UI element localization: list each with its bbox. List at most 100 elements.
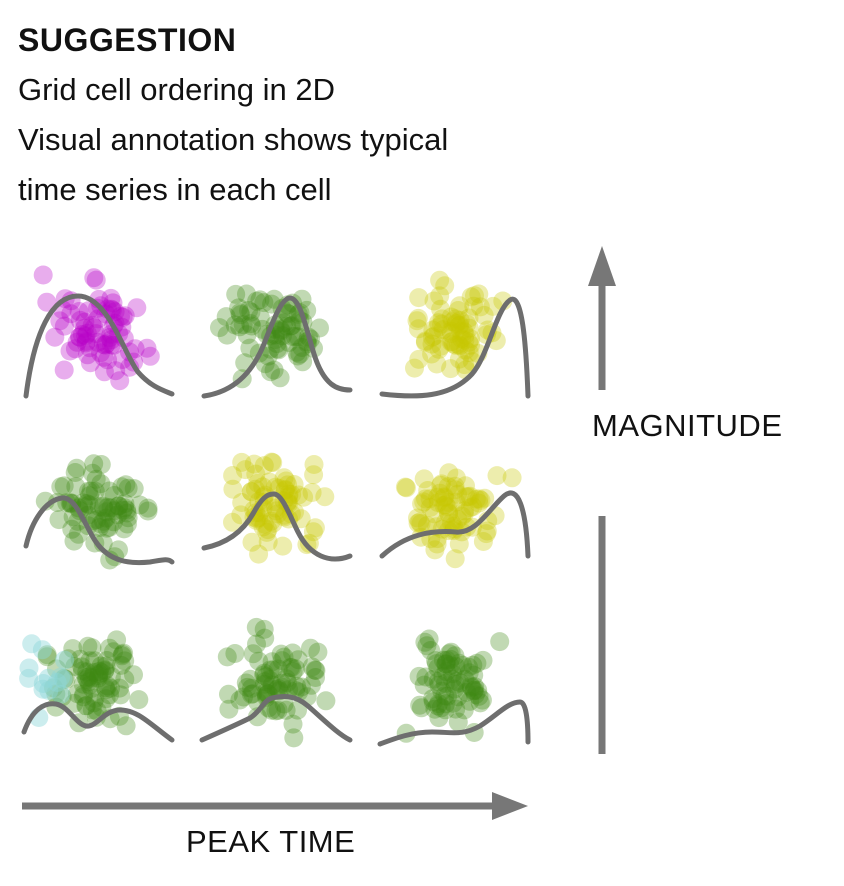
scatter-dot bbox=[124, 479, 144, 499]
scatter-dot bbox=[64, 693, 84, 713]
scatter-dot bbox=[54, 476, 74, 496]
scatter-dot bbox=[274, 647, 294, 667]
scatter-dot bbox=[284, 475, 304, 494]
scatter-dot bbox=[428, 672, 448, 692]
scatter-dot bbox=[54, 360, 74, 380]
description-line-3: time series in each cell bbox=[18, 172, 332, 207]
scatter-dot bbox=[101, 678, 121, 698]
scatter-dot bbox=[254, 665, 274, 685]
scatter-dot bbox=[459, 308, 479, 328]
scatter-dot bbox=[448, 687, 468, 707]
scatter-dot bbox=[282, 485, 302, 504]
scatter-dot bbox=[109, 496, 129, 516]
scatter-dot bbox=[455, 669, 475, 689]
scatter-dot bbox=[99, 517, 119, 537]
scatter-dot bbox=[254, 674, 274, 694]
scatter-dot bbox=[423, 669, 443, 689]
scatter-dot bbox=[270, 368, 290, 388]
scatter-dot bbox=[275, 480, 295, 499]
scatter-dot bbox=[78, 345, 97, 365]
scatter-dot bbox=[421, 641, 441, 660]
grid-cell-r2-c3 bbox=[379, 463, 531, 569]
scatter-dot bbox=[239, 301, 259, 320]
scatter-dot bbox=[428, 493, 448, 513]
scatter-dot bbox=[293, 352, 313, 372]
scatter-dot bbox=[117, 514, 137, 534]
scatter-dot bbox=[130, 495, 150, 515]
scatter-dot bbox=[274, 313, 294, 333]
scatter-dot bbox=[469, 686, 489, 706]
scatter-dot bbox=[254, 456, 274, 476]
scatter-dot bbox=[114, 643, 134, 663]
scatter-dot bbox=[428, 658, 448, 678]
scatter-dot bbox=[454, 504, 474, 524]
scatter-dot bbox=[248, 473, 268, 493]
scatter-dot bbox=[116, 716, 136, 736]
scatter-dot bbox=[84, 693, 104, 713]
scatter-dot bbox=[310, 318, 329, 338]
scatter-dot bbox=[287, 676, 307, 696]
scatter-dot bbox=[223, 479, 243, 499]
scatter-dot bbox=[82, 638, 102, 658]
scatter-dot bbox=[49, 510, 69, 530]
scatter-dot bbox=[102, 335, 121, 355]
scatter-dot bbox=[450, 336, 470, 356]
scatter-dot bbox=[435, 276, 455, 296]
scatter-dot bbox=[414, 492, 434, 512]
scatter-dot bbox=[96, 508, 116, 528]
scatter-dot bbox=[234, 687, 253, 707]
scatter-dot bbox=[70, 310, 90, 330]
scatter-dot bbox=[76, 326, 95, 346]
scatter-dot bbox=[455, 501, 475, 521]
scatter-dot bbox=[241, 314, 261, 334]
scatter-dot bbox=[462, 678, 481, 697]
scatter-dot bbox=[412, 494, 432, 514]
scatter-dot bbox=[240, 338, 260, 358]
peak-time-label: PEAK TIME bbox=[186, 824, 356, 859]
scatter-dot bbox=[75, 318, 94, 338]
scatter-dot bbox=[89, 666, 108, 686]
scatter-dot bbox=[432, 309, 452, 329]
scatter-dot bbox=[474, 305, 494, 325]
scatter-dot bbox=[446, 335, 466, 355]
scatter-dot bbox=[276, 700, 296, 720]
scatter-dot bbox=[245, 479, 265, 499]
scatter-dot bbox=[101, 288, 121, 308]
scatter-dot bbox=[457, 682, 477, 702]
scatter-dot bbox=[289, 485, 308, 505]
scatter-dot bbox=[441, 332, 461, 352]
scatter-dot bbox=[240, 669, 260, 689]
scatter-dot bbox=[416, 489, 435, 509]
typical-time-series-curve bbox=[377, 699, 531, 747]
scatter-dot bbox=[98, 676, 118, 696]
scatter-dot bbox=[86, 270, 106, 290]
scatter-dot bbox=[91, 343, 110, 363]
scatter-dot bbox=[427, 534, 447, 554]
scatter-dot bbox=[84, 268, 104, 288]
scatter-dot bbox=[465, 677, 485, 697]
scatter-dot bbox=[446, 314, 466, 334]
scatter-dot bbox=[244, 454, 264, 474]
scatter-dot bbox=[420, 497, 440, 517]
scatter-dot bbox=[278, 475, 298, 495]
scatter-dot bbox=[445, 309, 465, 329]
grid-cell-r2-c2 bbox=[201, 452, 353, 564]
scatter-dot bbox=[446, 492, 466, 512]
scatter-dot bbox=[434, 495, 454, 515]
scatter-dot bbox=[441, 649, 461, 669]
scatter-dot bbox=[80, 353, 100, 373]
scatter-dot bbox=[424, 326, 444, 346]
scatter-dot bbox=[441, 324, 461, 343]
scatter-dot bbox=[101, 498, 121, 518]
scatter-dot bbox=[432, 474, 452, 494]
scatter-dot bbox=[407, 311, 427, 331]
scatter-dot bbox=[278, 304, 298, 324]
peak-time-arrow-head bbox=[492, 792, 528, 820]
scatter-dot bbox=[249, 651, 269, 671]
scatter-dot bbox=[459, 343, 479, 363]
scatter-dot bbox=[272, 651, 292, 671]
scatter-dot bbox=[428, 318, 448, 338]
scatter-dot bbox=[235, 460, 255, 480]
scatter-dot bbox=[266, 330, 286, 349]
scatter-dot bbox=[112, 477, 132, 497]
